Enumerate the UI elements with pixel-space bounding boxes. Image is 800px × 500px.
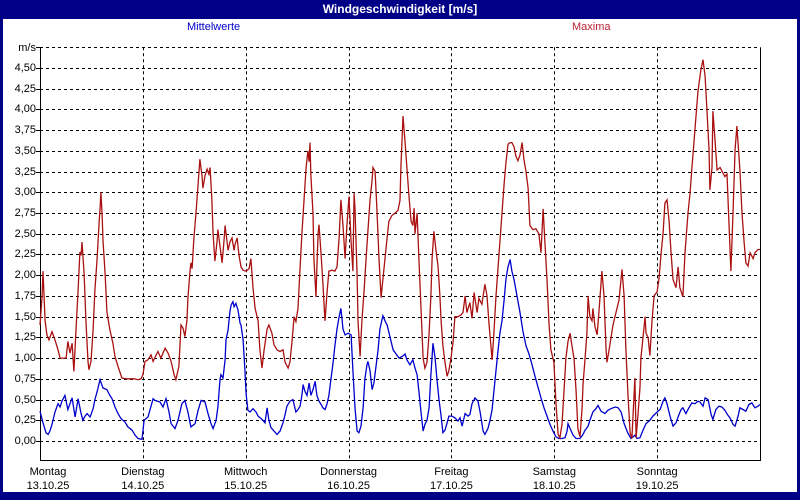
series-line-mittelwerte	[39, 259, 761, 441]
y-tick-label: 2,00	[14, 269, 36, 282]
y-tick-label: 4,00	[14, 103, 36, 116]
y-tick-label: 1,50	[14, 310, 36, 323]
y-tick-label: 4,25	[14, 82, 36, 95]
x-day-label: Samstag	[532, 466, 576, 478]
y-tick-label: 2,25	[14, 248, 36, 261]
y-tick-label: 2,50	[14, 227, 36, 240]
y-tick-label: 3,50	[14, 144, 36, 157]
legend-mittelwerte-label: Mittelwerte	[187, 21, 241, 33]
x-day-label: Freitag	[434, 466, 469, 478]
x-date-label: 15.10.25	[224, 480, 268, 492]
y-tick-label: 3,00	[14, 186, 36, 199]
y-tick-label: 3,25	[14, 165, 36, 178]
x-day-label: Donnerstag	[320, 466, 377, 478]
page-title: Windgeschwindigkeit [m/s]	[322, 2, 478, 16]
window-title-bar: Windgeschwindigkeit [m/s]	[0, 0, 800, 19]
x-date-label: 18.10.25	[532, 480, 576, 492]
x-date-label: 17.10.25	[430, 480, 473, 492]
y-tick-label: 4,50	[14, 61, 36, 74]
x-day-label: Mittwoch	[224, 466, 268, 478]
x-date-label: 13.10.25	[26, 480, 70, 492]
series-line-maxima	[39, 59, 760, 440]
y-tick-label: 0,50	[14, 393, 36, 406]
y-tick-label: 0,00	[14, 435, 36, 447]
x-date-label: 14.10.25	[121, 480, 165, 492]
x-date-label: 19.10.25	[635, 480, 679, 492]
y-tick-label: 3,75	[14, 124, 36, 137]
y-tick-label: 1,00	[14, 352, 36, 365]
y-tick-label: 1,25	[14, 331, 36, 344]
y-tick-label: 0,75	[14, 372, 36, 385]
y-axis-unit-label: m/s	[18, 42, 36, 54]
legend-maxima-label: Maxima	[572, 21, 611, 33]
x-day-label: Dienstag	[121, 466, 165, 478]
y-tick-label: 2,75	[14, 207, 36, 220]
y-tick-label: 1,75	[14, 289, 36, 302]
x-day-label: Montag	[29, 466, 67, 478]
x-date-label: 16.10.25	[327, 480, 370, 492]
x-day-label: Sonntag	[636, 466, 678, 478]
chart-background	[3, 19, 797, 492]
y-tick-label: 0,25	[14, 414, 36, 427]
